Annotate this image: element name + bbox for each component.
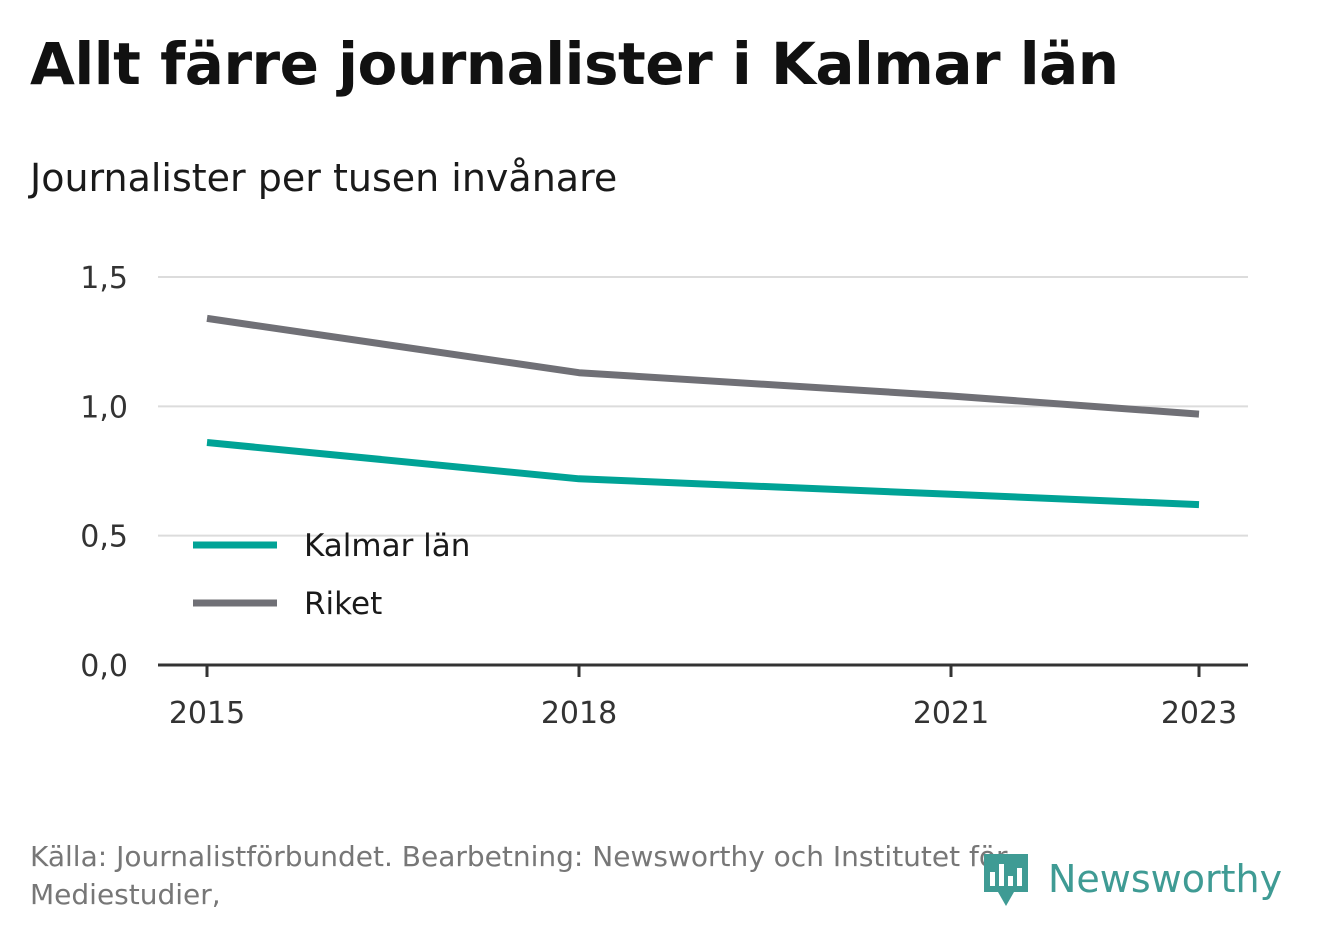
- axes: 0,0 0,5 1,0 1,5 2015 2018 2021 2023: [80, 261, 1248, 731]
- newsworthy-logo-icon: [984, 854, 1028, 906]
- legend-label: Kalmar län: [304, 528, 470, 564]
- source-note: Källa: Journalistförbundet. Bearbetning:…: [30, 840, 1008, 911]
- logo-text: Newsworthy: [1048, 857, 1283, 901]
- x-tick-label: 2023: [1161, 696, 1237, 731]
- y-tick-label: 0,0: [80, 649, 128, 684]
- legend: Kalmar län Riket: [193, 528, 470, 622]
- x-tick-label: 2021: [913, 696, 989, 731]
- x-tick-label: 2018: [541, 696, 617, 731]
- chart-subtitle: Journalister per tusen invånare: [30, 156, 618, 200]
- legend-label: Riket: [304, 586, 382, 622]
- series-line: [206, 439, 1200, 509]
- line-chart: 0,0 0,5 1,0 1,5 2015 2018 2021 2023 Kalmar län R…: [80, 261, 1248, 731]
- x-tick-label: 2015: [169, 696, 245, 731]
- y-tick-label: 1,5: [80, 261, 128, 296]
- newsworthy-logo[interactable]: Newsworthy: [982, 850, 1282, 908]
- series-line: [206, 314, 1200, 418]
- chart-title: Allt färre journalister i Kalmar län: [30, 30, 1119, 98]
- series-lines: [206, 314, 1200, 509]
- y-tick-label: 0,5: [80, 520, 128, 555]
- y-tick-label: 1,0: [80, 390, 128, 425]
